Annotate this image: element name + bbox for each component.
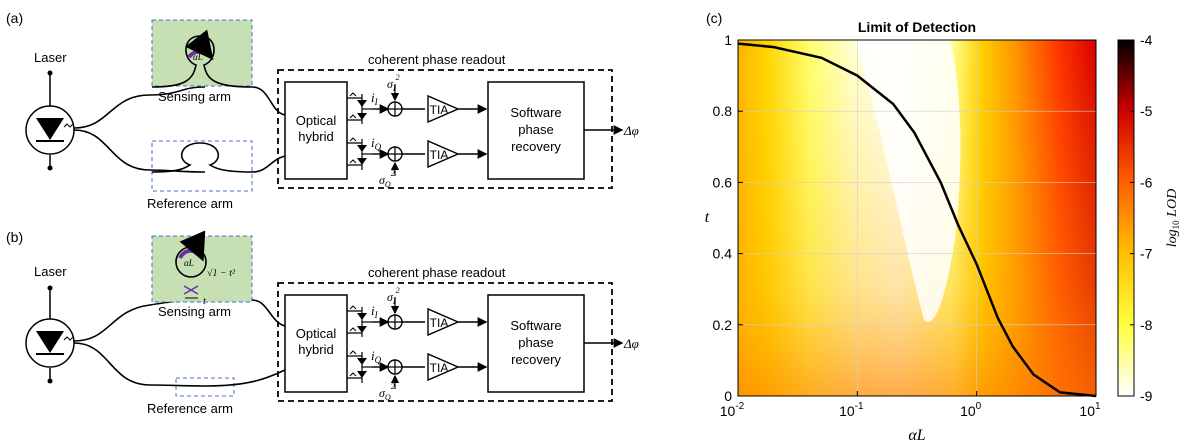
panel-a-label: (a) <box>6 10 23 26</box>
panel-b-label: (b) <box>6 229 23 245</box>
current-q-label: iQ <box>371 135 382 152</box>
x-ticks: 10-2 10-1 100 101 <box>720 391 1101 419</box>
svg-text:Software: Software <box>510 105 561 120</box>
optical-hybrid-block-b <box>284 294 348 393</box>
sensing-arm-box-b <box>151 235 253 303</box>
current-i-label-b: iI <box>371 303 379 320</box>
reference-arm-box-b <box>175 377 235 397</box>
output-label-b: Δφ <box>623 336 639 351</box>
reference-ring-waveguide <box>151 142 253 173</box>
colorbar-tick-label: -9 <box>1140 388 1153 404</box>
reference-arm-label-b: Reference arm <box>147 401 233 416</box>
ring-label: αL <box>193 52 203 62</box>
colorbar-label: log10 LOD <box>1165 189 1181 247</box>
photodiode-pair-q-icon-b <box>347 350 372 383</box>
colorbar-tick-label: -7 <box>1140 246 1153 262</box>
output-label: Δφ <box>623 123 639 138</box>
laser-label-b: Laser <box>34 264 67 279</box>
colorbar-tick-label: -5 <box>1140 103 1153 119</box>
panel-b: (b) Laser αL √1 − t² t Sensing arm Refer… <box>6 229 639 416</box>
laser-diode-icon-b <box>25 285 75 384</box>
ring-arrow-icon-b <box>178 230 206 262</box>
hybrid-label-2: hybrid <box>298 129 333 144</box>
y-tick-label: 0 <box>724 388 732 404</box>
readout-box-b <box>277 282 613 402</box>
tia-q-block-b <box>427 352 460 382</box>
y-tick-label: 0.8 <box>713 103 733 119</box>
svg-text:TIA: TIA <box>430 361 449 375</box>
svg-text:recovery: recovery <box>511 352 561 367</box>
noise-q-label: σQ2 <box>379 169 395 189</box>
photodiode-pair-q-icon <box>347 137 372 170</box>
svg-text:recovery: recovery <box>511 139 561 154</box>
readout-box <box>277 69 613 189</box>
svg-text:phase: phase <box>518 335 553 350</box>
ring-label-b: αL <box>184 258 194 268</box>
plot-frame <box>737 39 1097 397</box>
svg-text:phase: phase <box>518 122 553 137</box>
tia-q-label: TIA <box>430 148 449 162</box>
sensing-arm-label-b: Sensing arm <box>158 304 231 319</box>
waveguide-upper <box>73 86 206 129</box>
svg-text:Software: Software <box>510 318 561 333</box>
y-ticks: 0 0.2 0.4 0.6 0.8 1 <box>713 32 743 404</box>
svg-text:Optical: Optical <box>296 326 337 341</box>
svg-text:hybrid: hybrid <box>298 342 333 357</box>
reference-arm-box <box>151 140 253 192</box>
y-tick-label: 0.2 <box>713 317 733 333</box>
noise-q-label-b: σQ2 <box>379 382 395 402</box>
x-tick-label: 101 <box>1079 401 1101 419</box>
photodiode-pair-i-icon-b <box>347 305 372 337</box>
reference-arm-label: Reference arm <box>147 196 233 211</box>
optimum-curve <box>737 42 1097 398</box>
y-axis-label: t <box>705 209 710 226</box>
colorbar-tick-label: -8 <box>1140 317 1153 333</box>
x-tick-label: 10-1 <box>839 401 864 419</box>
waveguide-lower <box>73 129 206 173</box>
tia-i-block-b <box>427 307 460 337</box>
tia-q-block <box>427 139 460 169</box>
photodiode-pair-i-icon <box>347 92 372 124</box>
coupler-sqrt-label: √1 − t² <box>207 268 236 279</box>
optical-hybrid-block <box>284 81 348 180</box>
panel-a: (a) Laser αL Sensing arm Reference arm <box>6 10 639 211</box>
coupler-icon <box>183 285 199 295</box>
y-tick-label: 0.4 <box>713 246 733 262</box>
panel-c: (c) Limit of Detection 10-2 10-1 100 101 00… <box>705 10 1181 444</box>
coupler-t-label: t <box>203 296 206 307</box>
tia-i-label: TIA <box>430 103 449 117</box>
readout-title-b: coherent phase readout <box>368 265 506 280</box>
hybrid-label-1: Optical <box>296 113 337 128</box>
sensing-arm-label: Sensing arm <box>158 89 231 104</box>
chart-title: Limit of Detection <box>858 19 976 35</box>
tia-i-block <box>427 94 460 124</box>
y-tick-label: 1 <box>724 32 732 48</box>
x-tick-label: 10-2 <box>720 401 745 419</box>
software-phase-recovery-block <box>487 81 585 180</box>
panel-c-label: (c) <box>706 10 722 26</box>
colorbar-ticks: -4 -5 -6 -7 -8 -9 <box>1130 32 1153 404</box>
svg-text:TIA: TIA <box>430 316 449 330</box>
heatmap <box>738 40 1096 396</box>
current-q-label-b: iQ <box>371 348 382 365</box>
readout-title: coherent phase readout <box>368 52 506 67</box>
colorbar <box>1117 39 1135 397</box>
current-i-label: iI <box>371 90 379 107</box>
colorbar-tick-label: -4 <box>1140 32 1153 48</box>
noise-i-label-b: σI2 <box>387 286 400 306</box>
noise-i-label: σI2 <box>387 73 400 93</box>
laser-label: Laser <box>34 50 67 65</box>
x-tick-label: 100 <box>960 401 982 419</box>
y-tick-label: 0.6 <box>713 174 733 190</box>
laser-diode-icon <box>25 70 75 171</box>
ring-arrow-icon <box>185 29 214 61</box>
software-phase-recovery-block-b <box>487 294 585 393</box>
colorbar-tick-label: -6 <box>1140 174 1153 190</box>
x-axis-label: αL <box>908 427 925 444</box>
